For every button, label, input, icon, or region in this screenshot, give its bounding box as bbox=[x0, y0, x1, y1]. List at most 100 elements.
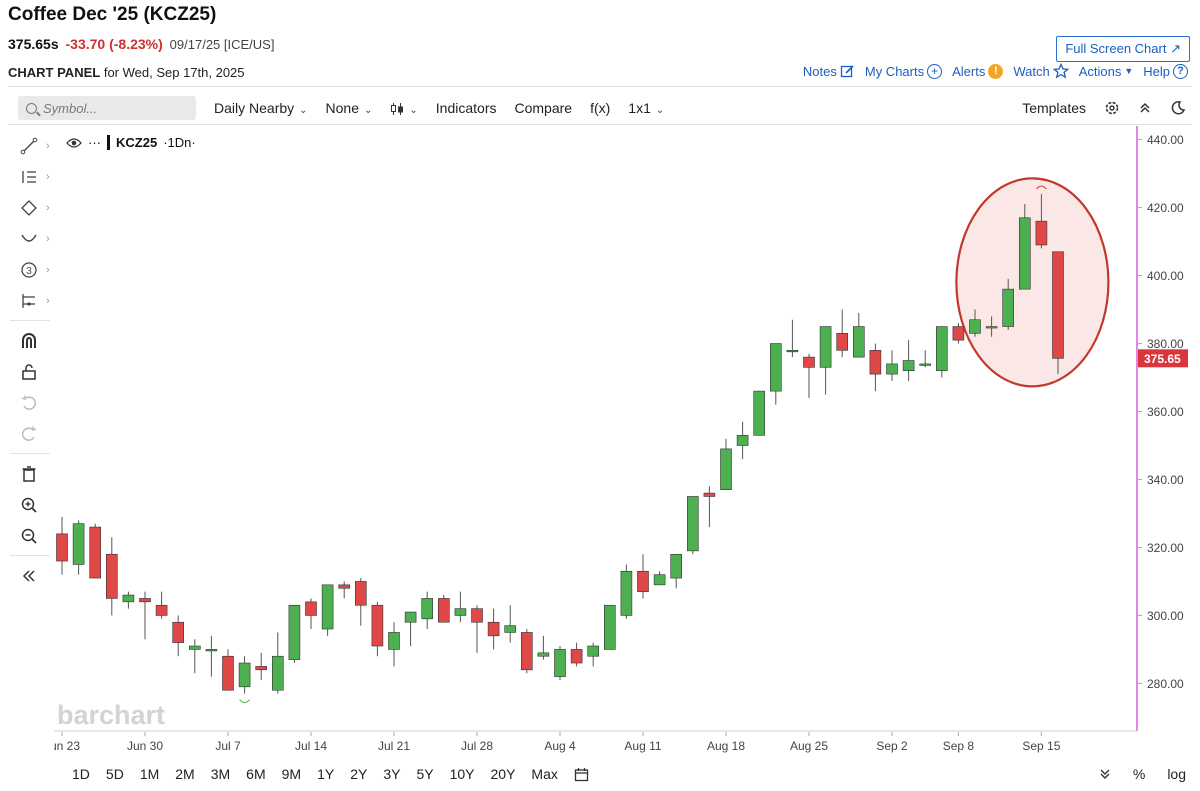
star-icon bbox=[1052, 63, 1069, 79]
candle bbox=[471, 605, 483, 653]
x-tick-label: Sep 8 bbox=[943, 739, 975, 753]
collapse-sidebar-button[interactable] bbox=[10, 560, 54, 591]
range-20y[interactable]: 20Y bbox=[490, 766, 516, 782]
help-label: Help bbox=[1143, 63, 1170, 79]
candle bbox=[603, 604, 616, 650]
function-button[interactable]: f(x) bbox=[590, 100, 611, 116]
header-divider bbox=[8, 86, 1192, 87]
watch-label: Watch bbox=[1013, 63, 1050, 79]
range-1d[interactable]: 1D bbox=[72, 766, 90, 782]
toolbar-divider bbox=[8, 124, 1192, 125]
zoom-in-tool[interactable] bbox=[10, 489, 54, 520]
collapse-up-icon[interactable] bbox=[1138, 101, 1152, 115]
range-2m[interactable]: 2M bbox=[175, 766, 195, 782]
x-tick-label: Aug 18 bbox=[707, 739, 745, 753]
range-2y[interactable]: 2Y bbox=[350, 766, 368, 782]
range-max[interactable]: Max bbox=[531, 766, 558, 782]
range-5d[interactable]: 5D bbox=[105, 766, 124, 782]
edit-icon bbox=[840, 64, 854, 77]
candle bbox=[520, 629, 533, 674]
candle bbox=[189, 639, 201, 674]
watch-link[interactable]: Watch bbox=[1013, 63, 1069, 79]
magnet-tool[interactable] bbox=[10, 325, 54, 356]
price-chart[interactable]: barchart bbox=[54, 126, 1138, 732]
fib-tool[interactable]: › bbox=[10, 161, 54, 192]
range-6m[interactable]: 6M bbox=[246, 766, 266, 782]
candle bbox=[255, 652, 267, 681]
scroll-to-end-icon[interactable] bbox=[1099, 768, 1111, 780]
candle bbox=[620, 564, 633, 619]
counter-tool[interactable]: 3 › bbox=[10, 254, 54, 285]
alerts-link[interactable]: Alerts ! bbox=[952, 63, 1004, 79]
candle-body-down bbox=[869, 350, 882, 375]
log-scale-toggle[interactable]: log bbox=[1167, 766, 1186, 782]
undo-tool[interactable] bbox=[10, 387, 54, 418]
candle-body-down bbox=[803, 356, 815, 368]
x-axis: Jun 23 Jun 30 Jul 7 Jul 14 Jul 21 Jul 28 Aug 4… bbox=[54, 732, 1061, 753]
curve-icon bbox=[21, 234, 37, 242]
range-1m[interactable]: 1M bbox=[139, 766, 160, 782]
layout-dropdown[interactable]: 1x1 ⌄ bbox=[628, 100, 664, 116]
dark-mode-moon-icon[interactable] bbox=[1170, 100, 1186, 116]
help-link[interactable]: Help ? bbox=[1143, 63, 1188, 79]
measure-tool[interactable]: › bbox=[10, 285, 54, 316]
eye-icon[interactable] bbox=[66, 137, 82, 149]
candle-body-up bbox=[421, 598, 434, 620]
notes-link[interactable]: Notes bbox=[803, 64, 855, 79]
delete-tool[interactable] bbox=[10, 458, 54, 489]
chevron-down-icon: ⌄ bbox=[655, 105, 665, 116]
curve-tool[interactable]: › bbox=[10, 223, 54, 254]
range-1y[interactable]: 1Y bbox=[317, 766, 335, 782]
candle bbox=[919, 350, 932, 368]
candlestick-icon bbox=[391, 103, 404, 116]
date-range-button[interactable] bbox=[574, 766, 589, 783]
range-5y[interactable]: 5Y bbox=[416, 766, 434, 782]
candle bbox=[272, 632, 284, 694]
pane-more-dots[interactable]: ··· bbox=[88, 135, 101, 150]
candle bbox=[736, 421, 749, 460]
gear-icon[interactable] bbox=[1104, 100, 1120, 116]
candle bbox=[935, 326, 948, 378]
candle-body-up bbox=[670, 553, 683, 579]
range-9m[interactable]: 9M bbox=[281, 766, 302, 782]
trendline-tool[interactable]: › bbox=[10, 130, 54, 161]
candle bbox=[72, 520, 85, 575]
actions-menu[interactable]: Actions ▼ bbox=[1079, 64, 1134, 79]
expand-arrow-icon: › bbox=[46, 294, 50, 307]
candle bbox=[670, 553, 683, 589]
candle bbox=[720, 438, 732, 490]
my-charts-link[interactable]: My Charts + bbox=[865, 63, 943, 79]
candle bbox=[205, 635, 218, 677]
symbol-search-input[interactable]: Symbol... bbox=[18, 96, 196, 120]
candle bbox=[354, 578, 367, 626]
y-axis: 280.00 300.00 320.00 340.00 360.00 380.00 400.… bbox=[1138, 133, 1188, 691]
candle bbox=[803, 353, 815, 398]
chevron-down-icon: ⌄ bbox=[299, 105, 308, 116]
unlock-icon bbox=[22, 363, 36, 380]
numbered-circle-icon: 3 bbox=[21, 261, 37, 278]
percent-scale-toggle[interactable]: % bbox=[1132, 766, 1146, 782]
tools-divider bbox=[10, 320, 50, 321]
toolbar-right: Templates bbox=[1022, 100, 1186, 116]
candle bbox=[388, 622, 400, 667]
templates-button[interactable]: Templates bbox=[1022, 100, 1086, 116]
indicators-button[interactable]: Indicators bbox=[435, 100, 497, 116]
last-price-tag bbox=[1138, 349, 1188, 368]
candle-body-up bbox=[238, 662, 251, 688]
candle-body-down bbox=[354, 581, 367, 606]
compare-button[interactable]: Compare bbox=[514, 100, 573, 116]
range-10y[interactable]: 10Y bbox=[449, 766, 475, 782]
full-screen-chart-button[interactable]: Full Screen Chart ↗ bbox=[1056, 36, 1190, 62]
candle-body-up bbox=[1018, 217, 1031, 290]
chart-type-dropdown[interactable]: ⌄ bbox=[390, 100, 418, 116]
shape-tool[interactable]: › bbox=[10, 192, 54, 223]
candle bbox=[886, 350, 898, 381]
lock-tool[interactable] bbox=[10, 356, 54, 387]
range-3y[interactable]: 3Y bbox=[383, 766, 401, 782]
interval-dropdown[interactable]: Daily Nearby ⌄ bbox=[214, 100, 308, 116]
range-3m[interactable]: 3M bbox=[210, 766, 231, 782]
redo-tool[interactable] bbox=[10, 418, 54, 449]
zoom-out-tool[interactable] bbox=[10, 520, 54, 551]
overlay-dropdown[interactable]: None ⌄ bbox=[326, 100, 373, 116]
candle-body-down bbox=[952, 326, 965, 341]
